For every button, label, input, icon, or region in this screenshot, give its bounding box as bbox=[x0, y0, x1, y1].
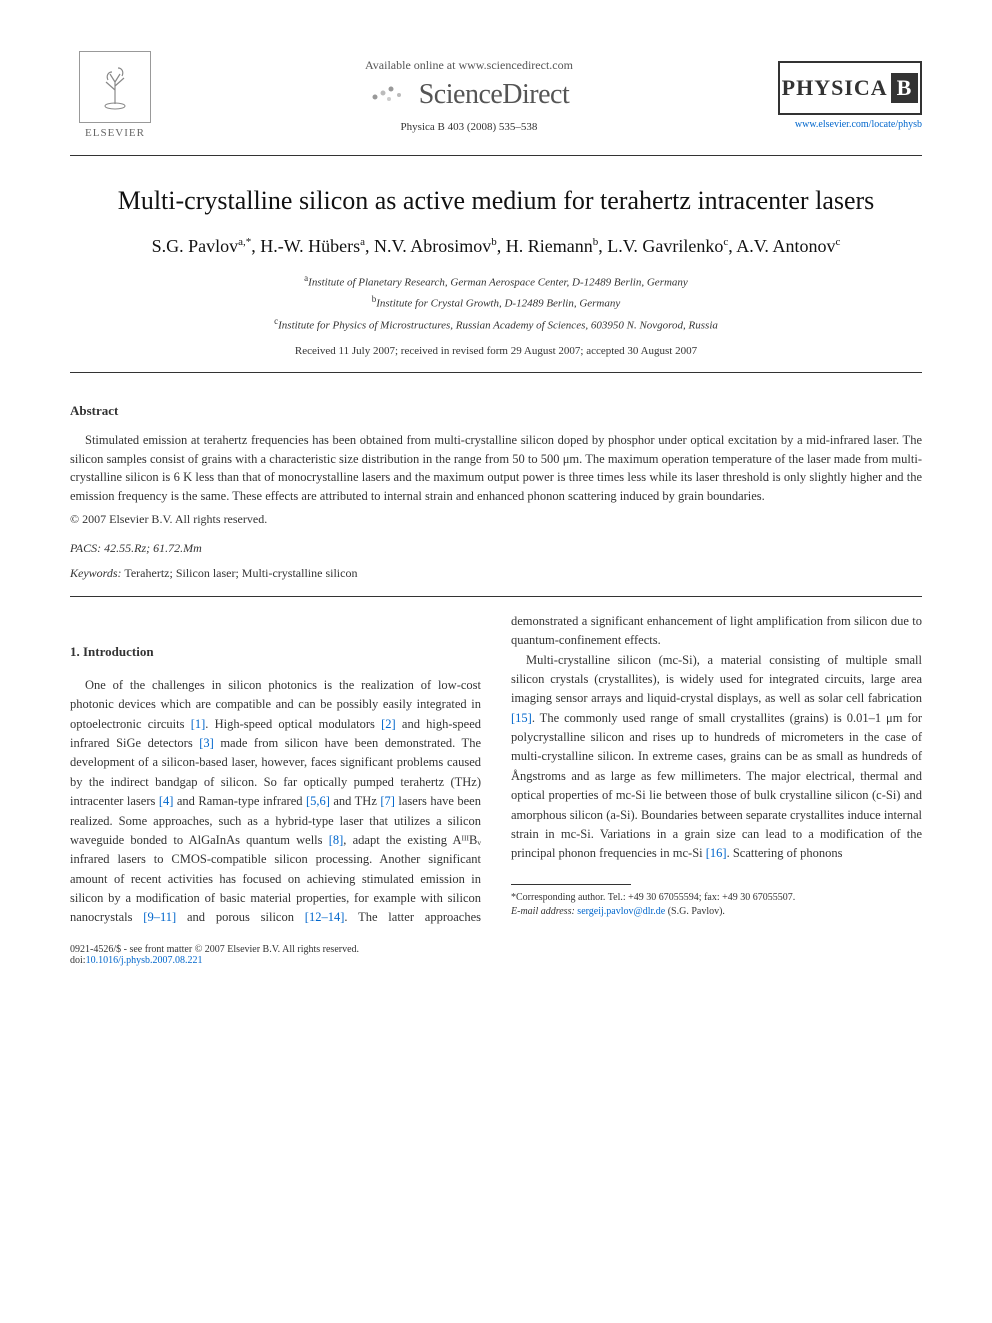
body-text: . Scattering of phonons bbox=[727, 846, 843, 860]
email-whom: (S.G. Pavlov). bbox=[668, 906, 725, 917]
citation-link[interactable]: [3] bbox=[199, 736, 214, 750]
sciencedirect-dots-icon bbox=[369, 83, 409, 103]
sciencedirect-logo: ScienceDirect bbox=[160, 79, 778, 111]
body-text: and THz bbox=[330, 794, 380, 808]
abstract-heading: Abstract bbox=[70, 403, 922, 419]
pacs-codes: 42.55.Rz; 61.72.Mm bbox=[104, 541, 202, 555]
section-heading: 1. Introduction bbox=[70, 642, 481, 662]
journal-ref: Physica B 403 (2008) 535–538 bbox=[160, 121, 778, 133]
article-dates: Received 11 July 2007; received in revis… bbox=[70, 345, 922, 357]
abstract-text: Stimulated emission at terahertz frequen… bbox=[70, 431, 922, 506]
citation-link[interactable]: [1] bbox=[191, 717, 206, 731]
elsevier-label: ELSEVIER bbox=[85, 127, 145, 139]
keywords-label: Keywords: bbox=[70, 566, 122, 580]
physica-letter: B bbox=[891, 73, 919, 103]
authors: S.G. Pavlova,*, H.-W. Hübersa, N.V. Abro… bbox=[70, 236, 922, 257]
citation-link[interactable]: [4] bbox=[159, 794, 174, 808]
citation-link[interactable]: [5,6] bbox=[306, 794, 330, 808]
body-text: . High-speed optical modulators bbox=[205, 717, 381, 731]
corresponding-author-footnote: *Corresponding author. Tel.: +49 30 6705… bbox=[511, 891, 922, 905]
body-text: . The commonly used range of small cryst… bbox=[511, 711, 922, 861]
abstract-copyright: © 2007 Elsevier B.V. All rights reserved… bbox=[70, 512, 922, 527]
available-online-text: Available online at www.sciencedirect.co… bbox=[160, 58, 778, 73]
elsevier-logo: ELSEVIER bbox=[70, 50, 160, 140]
keywords-line: Keywords: Terahertz; Silicon laser; Mult… bbox=[70, 566, 922, 581]
citation-link[interactable]: [2] bbox=[381, 717, 396, 731]
citation-link[interactable]: [12–14] bbox=[305, 910, 345, 924]
article-title: Multi-crystalline silicon as active medi… bbox=[70, 186, 922, 216]
email-label: E-mail address: bbox=[511, 906, 575, 917]
sciencedirect-text: ScienceDirect bbox=[419, 79, 570, 110]
page: ELSEVIER Available online at www.science… bbox=[0, 0, 992, 1016]
footer-row: 0921-4526/$ - see front matter © 2007 El… bbox=[70, 944, 922, 966]
elsevier-tree-icon bbox=[79, 51, 151, 123]
body-text: Multi-crystalline silicon (mc-Si), a mat… bbox=[511, 653, 922, 706]
pacs-label: PACS: bbox=[70, 541, 101, 555]
physica-label: PHYSICA bbox=[782, 75, 888, 101]
doi-link[interactable]: 10.1016/j.physb.2007.08.221 bbox=[86, 955, 203, 966]
body-para-2: Multi-crystalline silicon (mc-Si), a mat… bbox=[511, 651, 922, 864]
citation-link[interactable]: [8] bbox=[329, 833, 344, 847]
citation-link[interactable]: [7] bbox=[380, 794, 395, 808]
citation-link[interactable]: [15] bbox=[511, 711, 532, 725]
physica-logo-container: PHYSICA B www.elsevier.com/locate/physb bbox=[778, 61, 922, 130]
doi-line: doi:10.1016/j.physb.2007.08.221 bbox=[70, 955, 359, 966]
center-header: Available online at www.sciencedirect.co… bbox=[160, 58, 778, 133]
body-text: and Raman-type infrared bbox=[173, 794, 306, 808]
citation-link[interactable]: [16] bbox=[706, 846, 727, 860]
header-row: ELSEVIER Available online at www.science… bbox=[70, 50, 922, 140]
citation-link[interactable]: [9–11] bbox=[143, 910, 176, 924]
abstract-rule-bottom bbox=[70, 596, 922, 597]
physica-logo: PHYSICA B bbox=[778, 61, 922, 115]
email-footnote: E-mail address: sergeij.pavlov@dlr.de (S… bbox=[511, 905, 922, 919]
doi-label: doi: bbox=[70, 955, 86, 966]
header-rule bbox=[70, 155, 922, 156]
keywords-text: Terahertz; Silicon laser; Multi-crystall… bbox=[124, 566, 357, 580]
pacs-line: PACS: 42.55.Rz; 61.72.Mm bbox=[70, 541, 922, 556]
body-columns: 1. Introduction One of the challenges in… bbox=[70, 612, 922, 928]
abstract-rule-top bbox=[70, 372, 922, 373]
email-link[interactable]: sergeij.pavlov@dlr.de bbox=[577, 906, 665, 917]
affiliations: aInstitute of Planetary Research, German… bbox=[70, 271, 922, 335]
journal-link[interactable]: www.elsevier.com/locate/physb bbox=[778, 119, 922, 130]
body-text: and porous silicon bbox=[176, 910, 305, 924]
footer-left: 0921-4526/$ - see front matter © 2007 El… bbox=[70, 944, 359, 966]
footnote-rule bbox=[511, 884, 631, 885]
front-matter-text: 0921-4526/$ - see front matter © 2007 El… bbox=[70, 944, 359, 955]
